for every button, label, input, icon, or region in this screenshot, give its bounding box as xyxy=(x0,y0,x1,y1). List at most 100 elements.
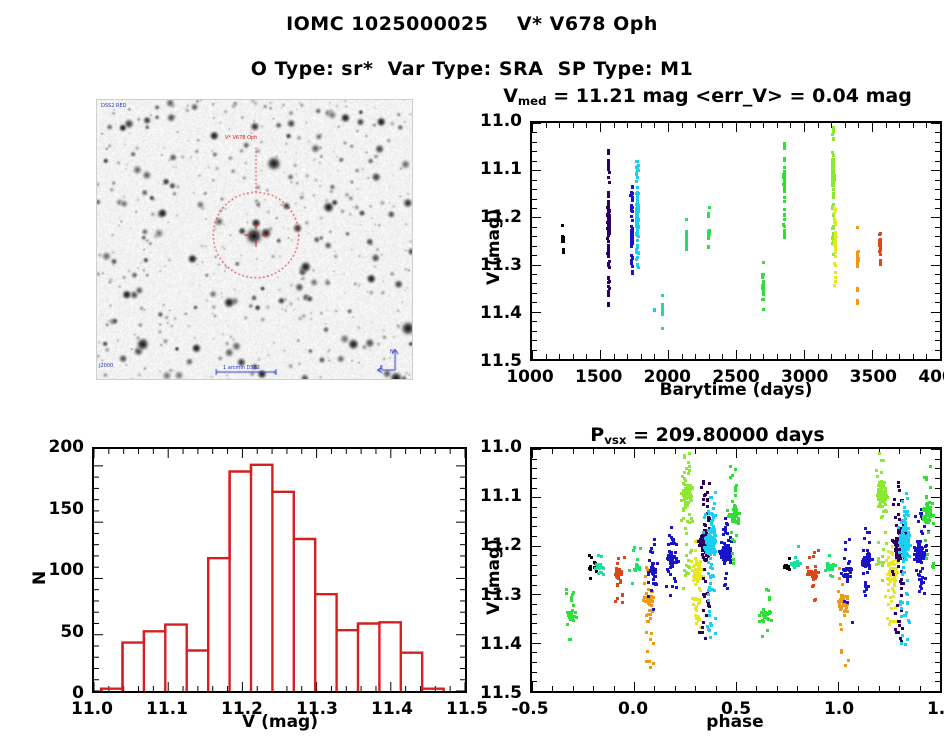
data-point xyxy=(839,598,843,602)
data-point xyxy=(572,619,576,623)
data-point xyxy=(654,568,658,572)
data-point xyxy=(704,547,708,551)
data-point xyxy=(782,207,786,211)
data-point xyxy=(901,551,905,555)
data-point xyxy=(629,245,633,249)
data-point xyxy=(814,574,818,578)
data-point xyxy=(884,594,888,598)
axis-tick xyxy=(858,354,859,359)
axis-tick xyxy=(940,449,941,458)
data-point xyxy=(856,226,860,230)
data-point xyxy=(891,563,895,567)
data-point xyxy=(831,180,835,184)
data-point xyxy=(877,504,881,508)
data-point xyxy=(837,600,841,604)
data-point xyxy=(830,236,834,240)
axis-tick xyxy=(935,488,940,489)
data-point xyxy=(892,588,896,592)
axis-tick xyxy=(838,682,839,691)
data-point xyxy=(916,545,920,549)
data-point xyxy=(833,219,837,223)
data-point xyxy=(855,286,859,290)
data-point xyxy=(708,610,712,614)
data-point xyxy=(683,496,687,500)
data-point xyxy=(761,619,765,623)
ph-yticks-1: 11.1 xyxy=(480,486,522,507)
data-point xyxy=(868,530,872,534)
data-point xyxy=(635,207,639,211)
axis-tick xyxy=(913,123,914,128)
data-point xyxy=(703,579,707,583)
data-point xyxy=(877,493,881,497)
data-point xyxy=(650,631,654,635)
axis-tick xyxy=(593,686,594,691)
axis-tick xyxy=(532,227,537,228)
hist-xticks-5: 11.5 xyxy=(446,699,488,719)
data-point xyxy=(709,539,713,543)
data-point xyxy=(685,231,688,235)
data-point xyxy=(893,584,897,588)
data-point xyxy=(698,538,702,542)
data-point xyxy=(899,569,903,573)
data-point xyxy=(881,490,885,494)
data-point xyxy=(906,547,910,551)
data-point xyxy=(698,626,702,630)
data-point xyxy=(635,227,639,231)
data-point xyxy=(685,484,689,488)
data-point xyxy=(607,205,611,209)
data-point xyxy=(828,574,832,578)
data-point xyxy=(711,536,715,540)
axis-tick xyxy=(634,682,635,691)
ph-yticks-4: 11.4 xyxy=(480,633,522,654)
data-point xyxy=(688,521,692,525)
data-point xyxy=(892,540,896,544)
data-point xyxy=(636,205,640,209)
data-point xyxy=(907,555,911,559)
data-point xyxy=(712,524,716,528)
axis-tick xyxy=(935,161,940,162)
axis-tick xyxy=(845,123,846,128)
data-point xyxy=(767,589,771,593)
data-point xyxy=(725,532,729,536)
data-point xyxy=(931,513,935,517)
data-point xyxy=(687,490,691,494)
data-point xyxy=(906,637,910,641)
data-point xyxy=(856,251,860,255)
data-point xyxy=(607,259,611,263)
data-point xyxy=(856,264,860,267)
data-point xyxy=(635,191,639,195)
axis-tick xyxy=(872,123,873,132)
axis-tick xyxy=(777,354,778,359)
data-point xyxy=(703,592,707,596)
data-point xyxy=(713,502,717,506)
data-point xyxy=(574,615,578,619)
data-point xyxy=(724,557,728,561)
data-point xyxy=(885,576,889,580)
data-point xyxy=(866,585,870,589)
data-point xyxy=(726,539,730,543)
data-point xyxy=(918,578,922,582)
axis-tick xyxy=(532,488,537,489)
data-point xyxy=(630,191,634,195)
data-point xyxy=(645,660,649,664)
lc-xticks-1: 1500 xyxy=(574,367,623,387)
data-point xyxy=(899,582,903,586)
data-point xyxy=(888,570,892,574)
axis-tick xyxy=(940,123,941,132)
data-point xyxy=(881,515,885,519)
data-point xyxy=(831,574,835,578)
data-point xyxy=(595,570,599,574)
data-point xyxy=(569,598,573,602)
data-point xyxy=(665,567,669,571)
data-point xyxy=(879,458,883,462)
data-point xyxy=(616,583,620,587)
data-point xyxy=(831,162,835,166)
data-point xyxy=(915,569,919,573)
data-point xyxy=(685,563,689,567)
data-point xyxy=(733,488,737,492)
data-point xyxy=(681,516,685,520)
data-point xyxy=(931,521,935,525)
hist-xticks-4: 11.4 xyxy=(371,699,413,719)
data-point xyxy=(631,582,635,586)
data-point xyxy=(832,129,836,133)
